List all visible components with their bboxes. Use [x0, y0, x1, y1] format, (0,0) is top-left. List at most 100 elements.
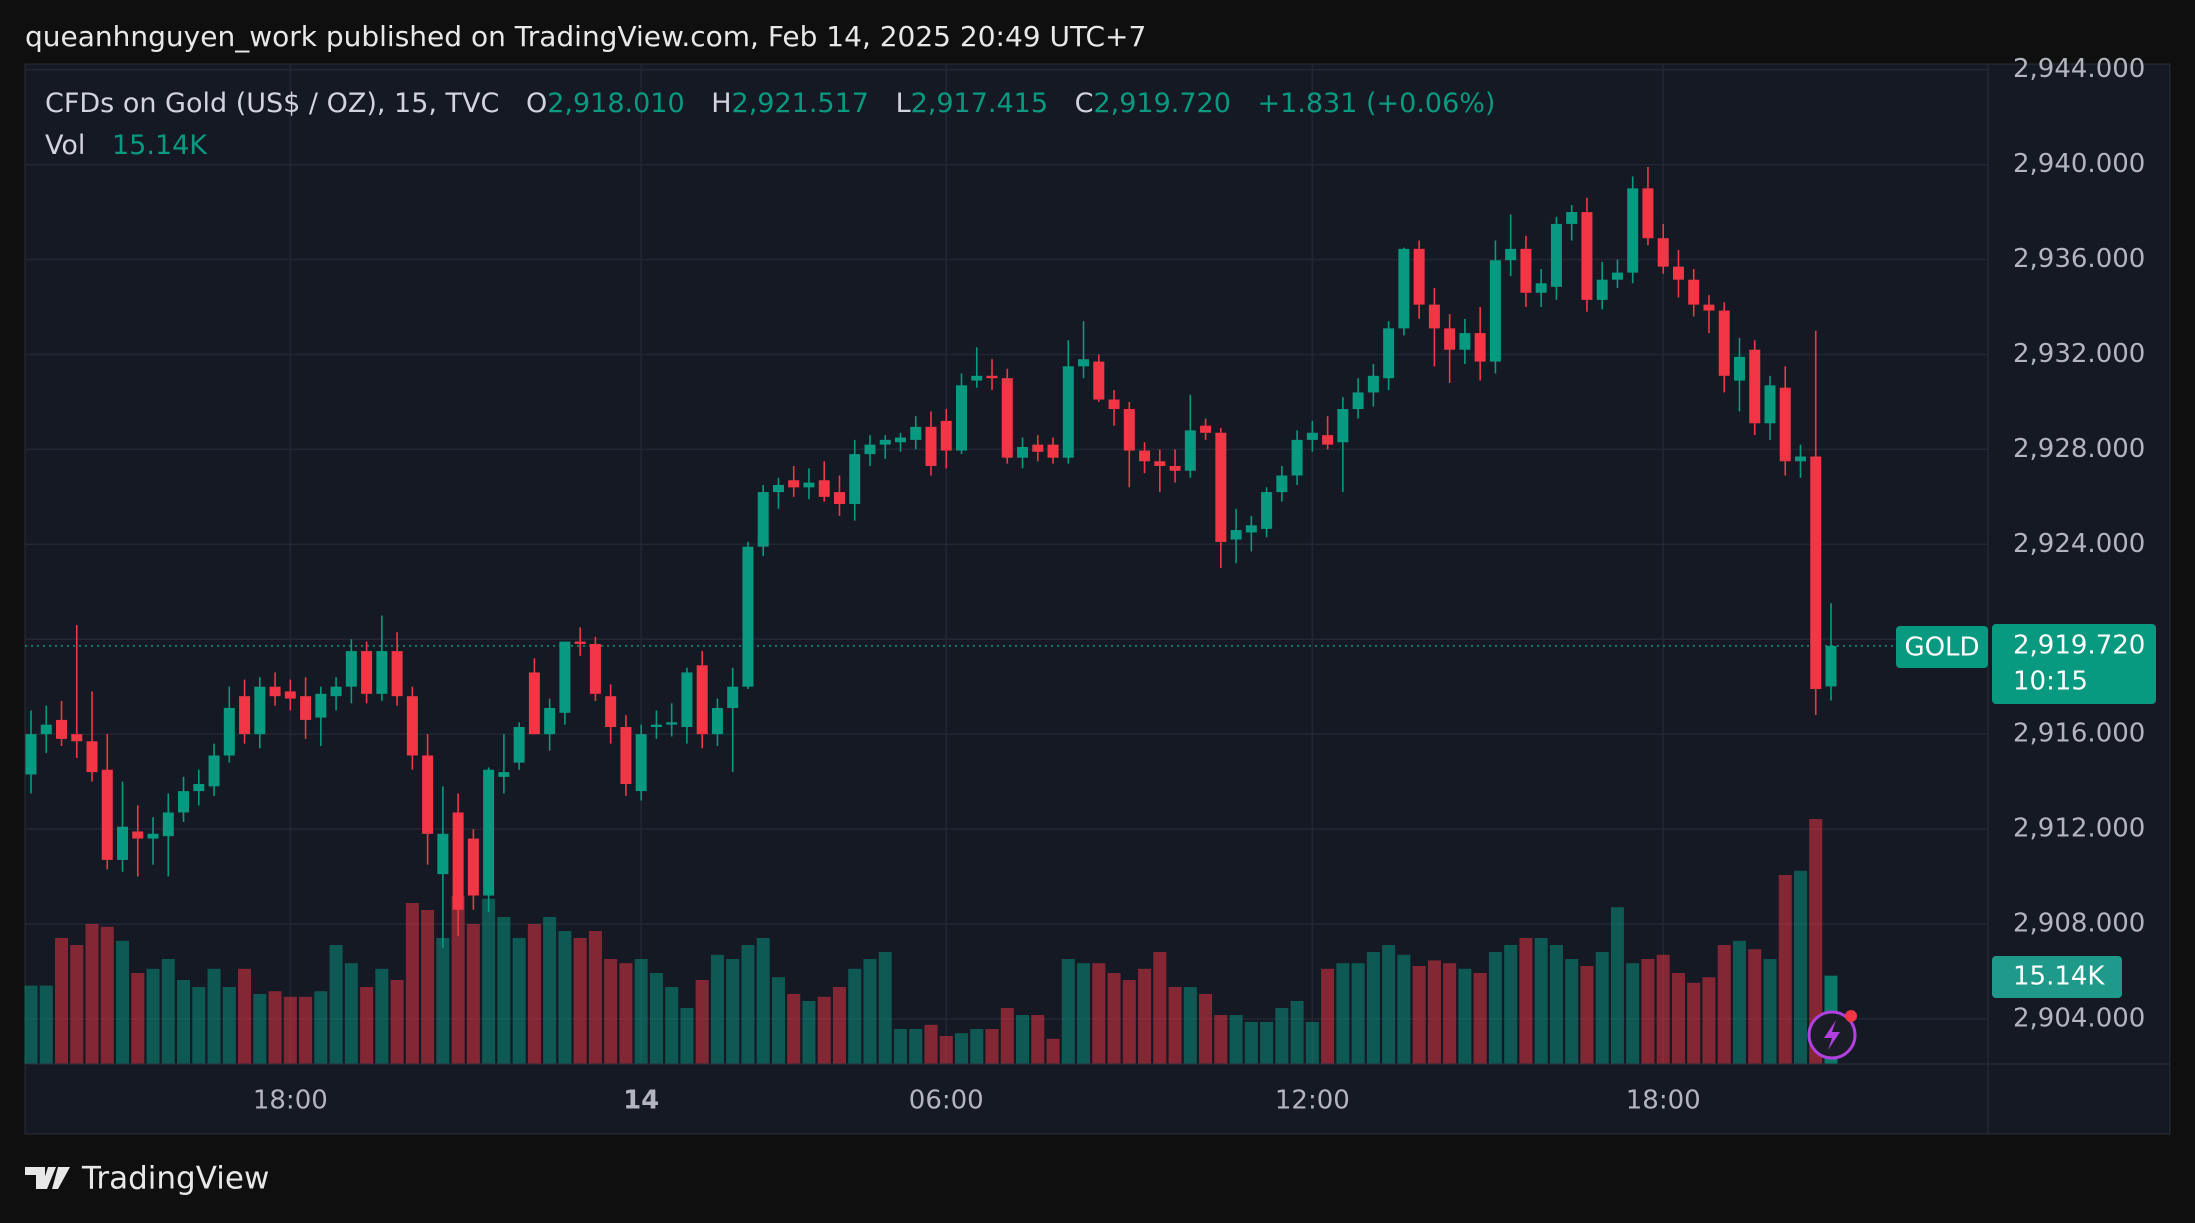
- candle-body: [406, 696, 418, 756]
- candle-body: [1703, 304, 1715, 311]
- volume-bar: [726, 959, 740, 1064]
- high-value: 2,921.517: [732, 88, 869, 119]
- attribution: queanhnguyen_work published on TradingVi…: [25, 20, 1146, 53]
- volume-bar: [161, 959, 175, 1064]
- volume-bar: [680, 1008, 694, 1064]
- y-tick-label: 2,916.000: [2013, 719, 2145, 749]
- candle-body: [1017, 447, 1029, 458]
- lightning-icon: [1824, 1020, 1840, 1050]
- vol-header: Vol 15.14K: [45, 130, 208, 161]
- volume-bar: [1199, 994, 1213, 1064]
- volume-bar: [832, 987, 846, 1064]
- volume-bar: [314, 991, 328, 1064]
- volume-bar: [1229, 1015, 1243, 1064]
- candle-body: [1352, 392, 1364, 410]
- volume-bar: [619, 963, 633, 1064]
- volume-bar: [421, 910, 435, 1064]
- candle-body: [1566, 212, 1578, 224]
- brand-name: TradingView: [81, 1161, 269, 1197]
- volume-bar: [1595, 952, 1609, 1064]
- volume-bar: [802, 1001, 816, 1064]
- candle-body: [1520, 248, 1532, 293]
- volume-bar: [695, 980, 709, 1064]
- candle-body: [1459, 333, 1471, 350]
- candle-body: [711, 708, 723, 735]
- volume-bar: [497, 917, 511, 1064]
- candle-body: [925, 426, 937, 466]
- symbol-tag: [1896, 626, 1988, 668]
- volume-bar: [1138, 968, 1152, 1064]
- volume-bar: [665, 987, 679, 1064]
- candle-body: [193, 783, 205, 792]
- candle-body: [223, 708, 235, 756]
- volume-bar: [1717, 945, 1731, 1064]
- volume-bar: [451, 896, 465, 1064]
- volume-bar: [848, 968, 862, 1064]
- volume-bar: [634, 959, 648, 1064]
- volume-bar: [1641, 959, 1655, 1064]
- volume-bar: [970, 1029, 984, 1064]
- volume-bar: [55, 938, 69, 1064]
- candle-body: [1444, 328, 1456, 350]
- y-tick-label: 2,924.000: [2013, 529, 2145, 559]
- candle-body: [1505, 248, 1517, 261]
- volume-bar: [1305, 1022, 1319, 1064]
- candle-body: [1657, 238, 1669, 267]
- high-label: H: [711, 88, 731, 119]
- volume-bar: [466, 924, 480, 1064]
- candle-body: [849, 454, 861, 504]
- vol-value: 15.14K: [112, 130, 208, 161]
- candle-body: [1672, 266, 1684, 280]
- candle-body: [1184, 430, 1196, 471]
- volume-bar: [1793, 870, 1807, 1064]
- candle-body: [589, 643, 601, 694]
- symbol: CFDs on Gold (US$ / OZ), 15, TVC: [45, 88, 499, 119]
- volume-bar: [1626, 963, 1640, 1064]
- volume-bar: [1748, 949, 1762, 1064]
- candle-body: [971, 375, 983, 381]
- candle-body: [696, 665, 708, 735]
- candle-body: [1261, 492, 1273, 529]
- volume-bar: [1351, 963, 1365, 1064]
- x-tick-label: 18:00: [253, 1086, 328, 1116]
- volume-bar: [177, 980, 191, 1064]
- candle-body: [239, 696, 251, 735]
- lightning-button[interactable]: [1807, 1010, 1857, 1060]
- close-label: C: [1075, 88, 1094, 119]
- volume-bar: [1366, 952, 1380, 1064]
- candles: [25, 166, 1837, 948]
- volume-bar: [771, 977, 785, 1064]
- volume-bar: [1687, 982, 1701, 1064]
- candle-body: [910, 426, 922, 440]
- volume-bar: [604, 959, 618, 1064]
- volume-bar: [909, 1029, 923, 1064]
- candle-body: [437, 833, 449, 875]
- candle-body: [345, 651, 357, 687]
- candle-body: [1489, 260, 1501, 362]
- volume-bar: [1321, 968, 1335, 1064]
- y-tick-label: 2,936.000: [2013, 244, 2145, 274]
- volume-bar: [1504, 945, 1518, 1064]
- candle-body: [1276, 475, 1288, 493]
- volume-bar: [146, 968, 160, 1064]
- volume-bar: [1534, 938, 1548, 1064]
- candle-body: [101, 769, 113, 860]
- candle-body: [1581, 212, 1593, 300]
- candle-body: [1367, 375, 1379, 393]
- candle-body: [1428, 304, 1440, 329]
- x-tick-label: 14: [623, 1086, 659, 1116]
- low-value: 2,917.415: [911, 88, 1048, 119]
- candle-body: [1062, 366, 1074, 458]
- volume-bar: [192, 987, 206, 1064]
- candle-body: [1322, 435, 1334, 445]
- candle-body: [727, 686, 739, 709]
- candle-body: [254, 686, 266, 735]
- price-tag: [1992, 624, 2156, 704]
- volume-bar: [878, 952, 892, 1064]
- candle-body: [818, 480, 830, 497]
- candle-body: [803, 482, 815, 488]
- candle-body: [1825, 645, 1837, 687]
- volume-bar: [1397, 954, 1411, 1064]
- candle-body: [1810, 456, 1822, 690]
- candle-body: [391, 651, 403, 697]
